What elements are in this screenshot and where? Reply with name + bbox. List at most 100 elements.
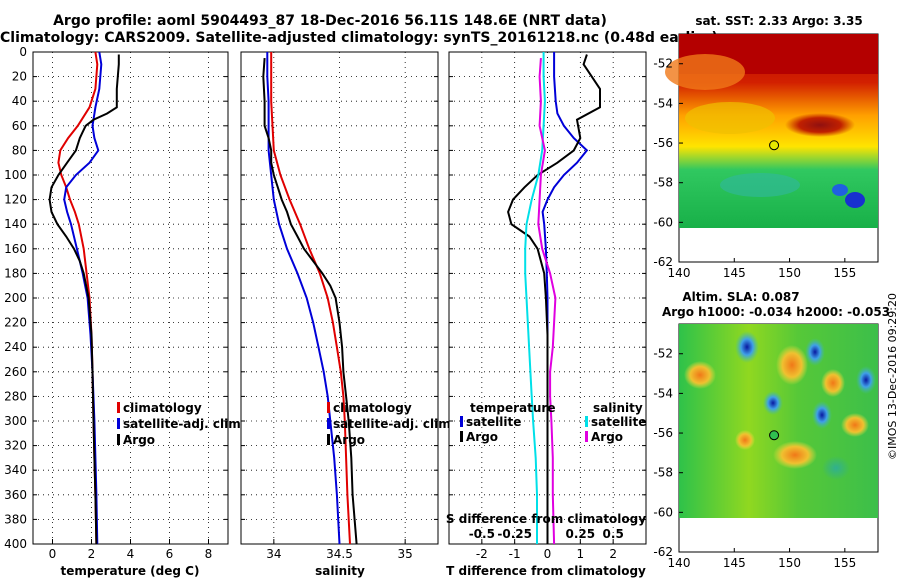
depth-tick-label: 20 (12, 70, 27, 84)
sla-eddy (735, 331, 759, 363)
salinity-legend-2-label: Argo (333, 433, 365, 447)
sla-panel: 140 145 150 155 -52 -54 -56 -58 -60 -62 Altim. SLA… (653, 290, 890, 570)
depth-tick-label: 140 (4, 217, 27, 231)
depth-tick-label: 0 (19, 45, 27, 59)
sst-patch (845, 192, 865, 208)
sla-tick-label-y: -58 (653, 466, 673, 480)
salinity-legend-2-swatch (327, 434, 330, 445)
temperature-xlabel: temperature (deg C) (61, 564, 200, 578)
sla-tick-label-x: 145 (723, 556, 746, 570)
salinity-tick-label-x: 35 (398, 547, 413, 561)
salinity-panel: 34 34.5 35 salinity climatology satellite-adj… (240, 51, 455, 578)
difference-x2-tick-label: -0.5 (469, 527, 495, 541)
temperature-legend-2-swatch (117, 434, 120, 445)
difference-tick-label-x: -1 (509, 547, 521, 561)
depth-tick-label: 320 (4, 439, 27, 453)
difference-series-1 (507, 54, 601, 544)
sla-eddy (763, 391, 783, 415)
temperature-tick-label-x: 4 (127, 547, 135, 561)
difference-legend-s-argo-swatch (585, 431, 588, 442)
difference-legend-t-satellite-swatch (460, 416, 463, 427)
salinity-legend-1-swatch (327, 418, 330, 429)
difference-legend-t-satellite-label: satellite (466, 415, 521, 429)
sla-eddy (822, 456, 850, 480)
salinity-series-argo (262, 58, 358, 545)
sla-tick-label-y: -54 (653, 386, 673, 400)
sst-tick-label-y: -62 (653, 255, 673, 269)
sla-eddy (684, 361, 716, 389)
difference-legend-t-argo-swatch (460, 431, 463, 442)
difference-x2-tick-label: 0.5 (603, 527, 624, 541)
sla-argo-marker (769, 430, 780, 441)
sla-tick-label-y: -60 (653, 505, 673, 519)
depth-tick-label: 260 (4, 365, 27, 379)
sst-tick-label-x: 150 (778, 266, 801, 280)
sst-field (665, 34, 878, 228)
difference-x2label: S difference from climatology (446, 512, 646, 526)
difference-panel: -2 -1 0 1 2 T difference from climatology S di… (446, 51, 647, 578)
sla-tick-label-y: -56 (653, 426, 673, 440)
profile-plots: 0 2 4 6 802040608010012014016018020022024026… (4, 45, 647, 578)
difference-legend-t-argo-label: Argo (466, 430, 498, 444)
salinity-series-climatology (270, 52, 351, 545)
temperature-tick-label-x: 8 (205, 547, 213, 561)
sla-title: Altim. SLA: 0.087 (682, 290, 799, 304)
salinity-tick-label-x: 34.5 (326, 547, 353, 561)
sst-panel: 140 145 150 155 -52 -54 -56 -58 -60 -62 sat. SST: … (653, 14, 879, 280)
title-line-1: Argo profile: aoml 5904493_87 18-Dec-201… (53, 13, 607, 29)
sst-patch (665, 54, 745, 90)
sla-eddy (773, 441, 817, 469)
depth-tick-label: 300 (4, 414, 27, 428)
sst-title: sat. SST: 2.33 Argo: 3.35 (695, 14, 862, 28)
sst-patch (832, 184, 848, 196)
depth-tick-label: 220 (4, 316, 27, 330)
sst-tick-label-y: -60 (653, 215, 673, 229)
title-line-2: Climatology: CARS2009. Satellite-adjuste… (0, 30, 718, 46)
temperature-series-argo (48, 54, 120, 545)
sst-tick-label-y: -52 (653, 57, 673, 71)
depth-tick-label: 60 (12, 119, 27, 133)
temperature-tick-label-x: 2 (88, 547, 96, 561)
sst-argo-marker (769, 140, 780, 151)
sst-tick-label-x: 145 (723, 266, 746, 280)
difference-tick-label-x: 0 (544, 547, 552, 561)
sst-patch (720, 173, 800, 197)
difference-tick-label-x: 2 (609, 547, 617, 561)
difference-xlabel: T difference from climatology (446, 564, 646, 578)
depth-tick-label: 100 (4, 168, 27, 182)
sla-eddy (841, 413, 869, 437)
depth-tick-label: 120 (4, 193, 27, 207)
depth-tick-label: 40 (12, 94, 27, 108)
difference-legend-salinity-title: salinity (593, 401, 643, 415)
temperature-tick-label-x: 0 (49, 547, 57, 561)
temperature-legend-1-swatch (117, 418, 120, 429)
sla-eddy (805, 338, 825, 366)
difference-series-3 (537, 58, 557, 545)
sst-tick-label-x: 155 (833, 266, 856, 280)
salinity-legend-0-label: climatology (333, 401, 412, 415)
sla-eddy (812, 401, 832, 429)
sla-tick-label-x: 140 (668, 556, 691, 570)
depth-tick-label: 240 (4, 340, 27, 354)
difference-legend-s-satellite-swatch (585, 416, 588, 427)
salinity-tick-label-x: 34 (266, 547, 281, 561)
difference-legend-s-argo-label: Argo (591, 430, 623, 444)
salinity-xlabel: salinity (315, 564, 365, 578)
difference-x2-tick-label: 0.25 (566, 527, 596, 541)
sla-tick-label-x: 150 (778, 556, 801, 570)
difference-legend-s-satellite-label: satellite (591, 415, 646, 429)
depth-tick-label: 160 (4, 242, 27, 256)
difference-tick-label-x: -2 (476, 547, 488, 561)
depth-tick-label: 380 (4, 512, 27, 526)
salinity-legend-1-label: satellite-adj. clim. (333, 417, 455, 431)
sla-eddy (821, 369, 845, 397)
sla-tick-label-y: -52 (653, 347, 673, 361)
salinity-legend-0-swatch (327, 402, 330, 413)
watermark-text: ©IMOS 13-Dec-2016 09:29:20 (886, 293, 899, 460)
temperature-tick-label-x: 6 (166, 547, 174, 561)
depth-tick-label: 80 (12, 143, 27, 157)
temperature-legend-2-label: Argo (123, 433, 155, 447)
temperature-panel: 0 2 4 6 802040608010012014016018020022024026… (4, 45, 245, 578)
difference-tick-label-x: 1 (577, 547, 585, 561)
